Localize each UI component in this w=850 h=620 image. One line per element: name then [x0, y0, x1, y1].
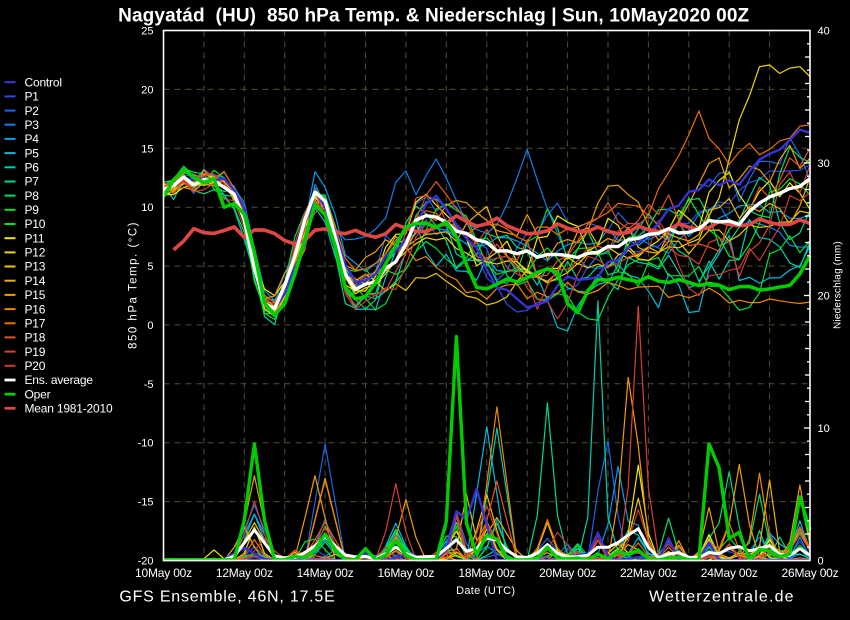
- svg-text:15: 15: [141, 143, 153, 155]
- svg-text:20: 20: [141, 84, 153, 96]
- svg-text:Ens. average: Ens. average: [25, 373, 94, 387]
- svg-text:-15: -15: [138, 497, 154, 509]
- svg-text:P10: P10: [25, 217, 46, 231]
- svg-text:20May 00z: 20May 00z: [539, 566, 596, 580]
- svg-text:30: 30: [818, 158, 830, 170]
- svg-text:Niederschlag (mm): Niederschlag (mm): [833, 241, 844, 329]
- svg-text:GFS Ensemble, 46N, 17.5E: GFS Ensemble, 46N, 17.5E: [119, 589, 335, 606]
- svg-text:0: 0: [147, 320, 153, 332]
- svg-text:Oper: Oper: [25, 387, 51, 401]
- svg-text:22May 00z: 22May 00z: [620, 566, 677, 580]
- svg-text:0: 0: [818, 556, 824, 568]
- svg-text:Wetterzentrale.de: Wetterzentrale.de: [649, 589, 795, 606]
- svg-text:P1: P1: [25, 90, 40, 104]
- svg-text:P18: P18: [25, 331, 46, 345]
- svg-text:P11: P11: [25, 231, 45, 245]
- svg-text:16May 00z: 16May 00z: [377, 566, 434, 580]
- svg-text:P6: P6: [25, 161, 40, 175]
- svg-text:10May 00z: 10May 00z: [135, 566, 192, 580]
- svg-text:25: 25: [141, 26, 153, 38]
- svg-text:P8: P8: [25, 189, 40, 203]
- svg-text:10: 10: [818, 423, 830, 435]
- svg-text:P4: P4: [25, 132, 40, 146]
- svg-text:P15: P15: [25, 288, 46, 302]
- svg-text:18May 00z: 18May 00z: [458, 566, 515, 580]
- svg-text:-10: -10: [138, 438, 154, 450]
- svg-text:Nagyatád (HU) 850 hPa Temp.: Nagyatád (HU) 850 hPa Temp. & Niederschl…: [118, 6, 749, 27]
- svg-text:850 hPa Temp. (°C): 850 hPa Temp. (°C): [128, 221, 140, 349]
- svg-text:12May 00z: 12May 00z: [216, 566, 273, 580]
- svg-text:14May 00z: 14May 00z: [297, 566, 354, 580]
- svg-text:5: 5: [147, 261, 153, 273]
- svg-text:P5: P5: [25, 146, 40, 160]
- svg-text:P20: P20: [25, 359, 46, 373]
- svg-text:Mean 1981-2010: Mean 1981-2010: [25, 402, 113, 416]
- svg-text:20: 20: [818, 291, 830, 303]
- svg-text:Date (UTC): Date (UTC): [456, 585, 515, 597]
- svg-text:P16: P16: [25, 302, 46, 316]
- svg-text:P2: P2: [25, 104, 40, 118]
- svg-text:P12: P12: [25, 246, 46, 260]
- svg-text:P13: P13: [25, 260, 46, 274]
- svg-text:P17: P17: [25, 317, 46, 331]
- svg-text:-20: -20: [138, 556, 154, 568]
- svg-text:24May 00z: 24May 00z: [701, 566, 758, 580]
- svg-text:26May 00z: 26May 00z: [782, 566, 839, 580]
- svg-text:P9: P9: [25, 203, 40, 217]
- svg-text:P14: P14: [25, 274, 46, 288]
- svg-text:P3: P3: [25, 118, 40, 132]
- svg-text:10: 10: [141, 202, 153, 214]
- svg-text:P19: P19: [25, 345, 46, 359]
- svg-text:Control: Control: [25, 75, 62, 89]
- svg-text:P7: P7: [25, 175, 40, 189]
- svg-text:-5: -5: [144, 379, 154, 391]
- svg-text:40: 40: [818, 26, 830, 38]
